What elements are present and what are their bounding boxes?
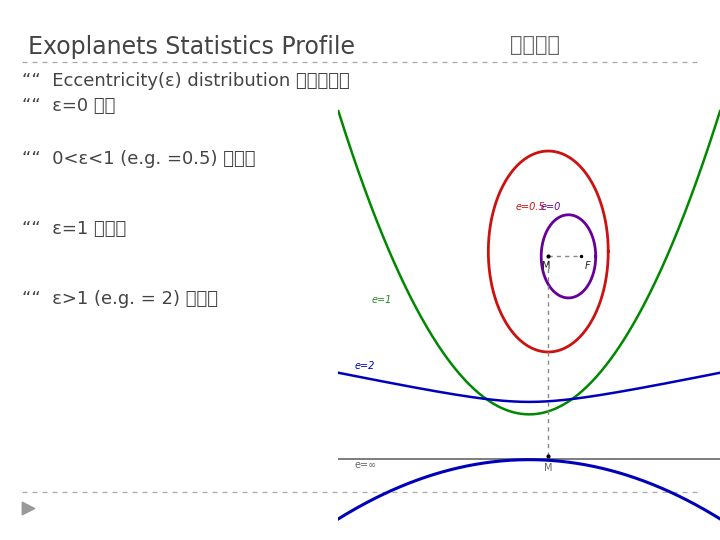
Text: Exoplanets Statistics Profile: Exoplanets Statistics Profile <box>28 35 355 59</box>
Text: 統計數據: 統計數據 <box>510 35 560 55</box>
Text: e=2: e=2 <box>355 361 375 372</box>
Text: M: M <box>541 261 550 271</box>
Text: ““  ε>1 (e.g. = 2) 雙曲線: ““ ε>1 (e.g. = 2) 雙曲線 <box>22 290 218 308</box>
Text: e=0.5: e=0.5 <box>516 202 545 212</box>
Text: M: M <box>544 463 552 473</box>
Text: e=1: e=1 <box>371 295 392 306</box>
Text: e=0: e=0 <box>540 202 560 212</box>
Text: ““  ε=0 圓形: ““ ε=0 圓形 <box>22 97 115 115</box>
Text: ““  ε=1 拋物線: ““ ε=1 拋物線 <box>22 220 126 238</box>
Text: e=∞: e=∞ <box>355 461 377 470</box>
Text: ““  0<ε<1 (e.g. =0.5) 橢圓形: ““ 0<ε<1 (e.g. =0.5) 橢圓形 <box>22 150 256 168</box>
Text: F: F <box>584 261 590 271</box>
Text: ““  Eccentricity(ε) distribution 偏心率分佈: ““ Eccentricity(ε) distribution 偏心率分佈 <box>22 72 350 90</box>
